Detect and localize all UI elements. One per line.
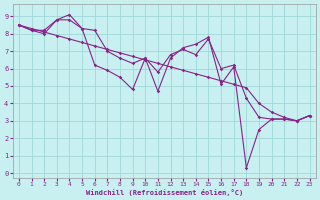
X-axis label: Windchill (Refroidissement éolien,°C): Windchill (Refroidissement éolien,°C) <box>85 189 243 196</box>
